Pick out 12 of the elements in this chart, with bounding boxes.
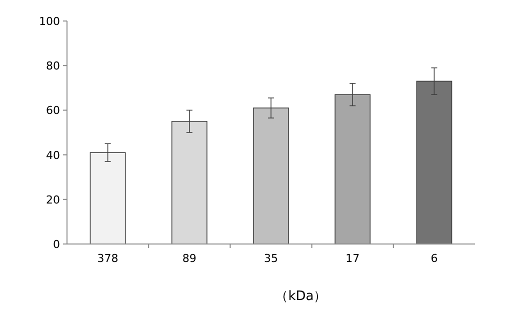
x-tick-label: 35 xyxy=(264,252,278,265)
y-tick-label: 40 xyxy=(46,148,60,162)
x-tick-label: 89 xyxy=(182,252,196,265)
y-tick-label: 80 xyxy=(46,60,60,73)
y-tick-label: 20 xyxy=(46,193,60,206)
x-tick-label: 17 xyxy=(346,252,360,265)
x-tick-label: 6 xyxy=(430,252,438,265)
x-axis-title: （kDa） xyxy=(275,289,327,304)
y-tick-label: 100 xyxy=(39,15,60,28)
y-tick-label: 60 xyxy=(46,104,60,118)
x-tick-label: 378 xyxy=(97,252,118,265)
y-tick-label: 0 xyxy=(53,238,60,251)
